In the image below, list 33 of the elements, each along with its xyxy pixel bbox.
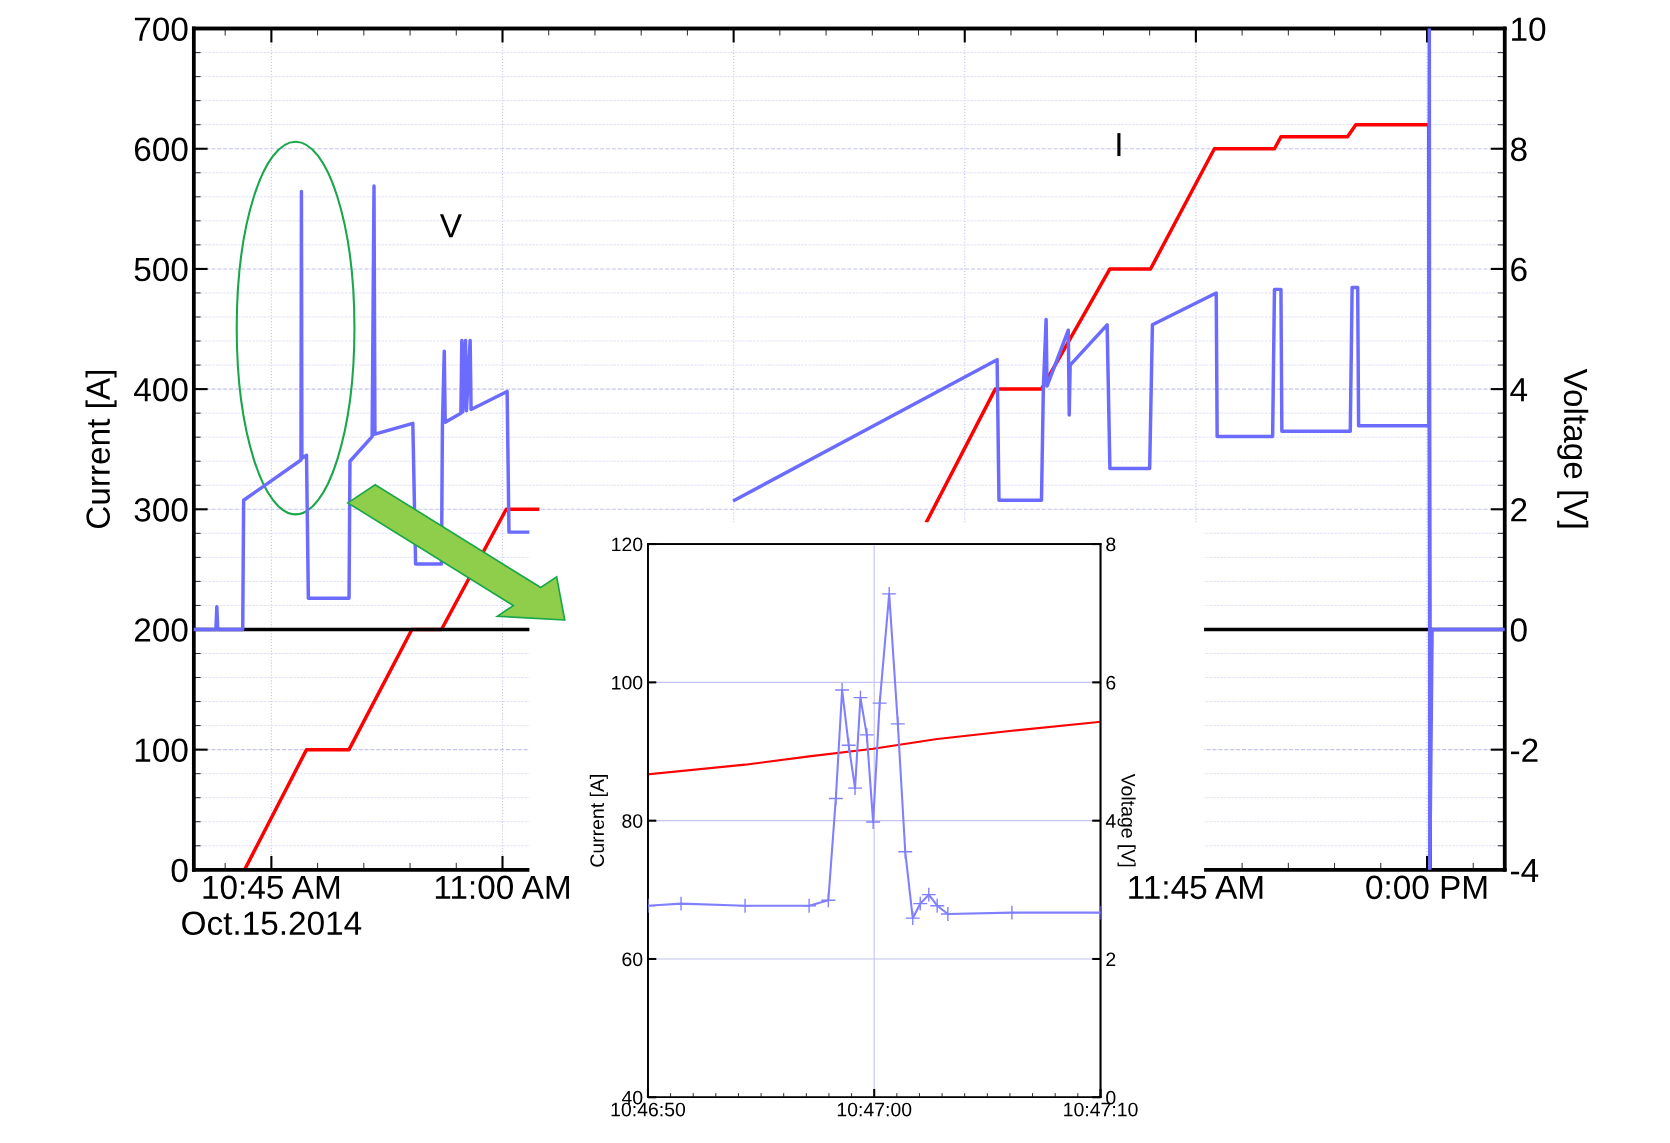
x-tick-label: 0:00 PM: [1366, 875, 1487, 900]
y-tick-label: 100: [612, 675, 643, 690]
y2-axis-title: Voltage [V]: [1557, 368, 1589, 528]
y2-tick-label: 2: [1106, 952, 1116, 967]
y-tick-label: 100: [135, 738, 188, 763]
y-tick-label: 700: [134, 17, 188, 41]
y-axis-title: Current [A]: [589, 775, 608, 867]
y2-tick-label: 8: [1106, 537, 1116, 552]
y-tick-label: 600: [134, 137, 188, 162]
y2-tick-label: 0: [1510, 618, 1527, 642]
y2-tick-label: 10: [1512, 17, 1546, 41]
y2-tick-label: 4: [1510, 378, 1528, 402]
y-tick-label: 120: [612, 537, 643, 552]
y2-tick-label: 4: [1105, 814, 1116, 828]
annotation: I: [1117, 133, 1121, 157]
y2-tick-label: -2: [1511, 738, 1538, 762]
y2-tick-label: -4: [1511, 858, 1539, 882]
y2-tick-label: 6: [1511, 257, 1527, 282]
x-tick-label: 11:00 AM: [435, 875, 569, 900]
y2-axis-title: Voltage [V]: [1117, 773, 1136, 867]
y-tick-label: 500: [134, 257, 188, 282]
y-tick-label: 60: [622, 952, 643, 967]
x-tick-label: 10:47:00: [837, 1102, 912, 1117]
y-tick-label: 400: [134, 377, 188, 402]
y-tick-label: 300: [134, 498, 188, 522]
y-tick-label: 200: [134, 618, 188, 642]
y-axis-title: Current [A]: [85, 370, 117, 529]
x-tick-label: 11:45 AM: [1129, 875, 1263, 900]
y2-tick-label: 8: [1510, 137, 1527, 162]
y-tick-label: 80: [622, 814, 643, 828]
y2-tick-label: 6: [1106, 675, 1116, 690]
y2-tick-label: 2: [1511, 498, 1527, 522]
annotation: V: [439, 214, 462, 238]
